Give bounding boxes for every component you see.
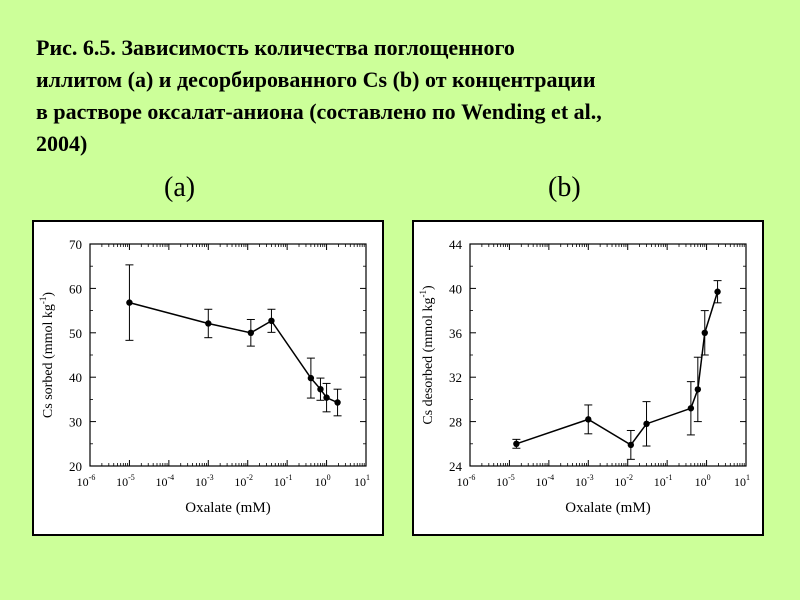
panel-label-a: (a) [164,172,196,203]
x-tick-label: 10-3 [195,473,214,489]
y-tick-label: 40 [449,281,462,296]
x-tick-label: 10-3 [575,473,594,489]
x-tick-label: 10-1 [654,473,673,489]
y-tick-label: 24 [449,459,463,474]
x-tick-label: 10-5 [116,473,135,489]
data-point [247,329,255,336]
data-point [307,374,315,382]
data-point [513,440,520,447]
x-tick-label: 10-2 [234,473,253,489]
title-line-3: в растворе оксалат-аниона (составлено по… [36,99,602,124]
data-point [317,385,324,393]
data-point [126,299,133,306]
x-tick-label: 10-4 [536,473,555,489]
chart-panel-b: 10-6 10-5 10-4 10-3 10-2 10-1 100 101 24 28 32 36 40… [412,220,764,536]
title-line-2: иллитом (a) и десорбированного Cs (b) от… [36,67,596,92]
title-line-4: 2004) [36,131,88,156]
title-line-1: Рис. 6.5. Зависимость количества поглоще… [36,35,515,60]
y-axis-label: Cs desorbed (mmol kg-1) [418,285,436,425]
x-tick-label: 101 [354,473,370,489]
panel-label-b: (b) [548,172,581,203]
chart-panel-a: 10-6 10-5 10-4 10-3 10-2 10-1 100 101 20 30 40 50 60… [32,220,384,536]
data-point [714,288,721,295]
chart-a-svg: 10-6 10-5 10-4 10-3 10-2 10-1 100 101 20 30 40 50 60… [38,237,370,516]
data-point [627,441,635,449]
plot-frame [89,243,367,467]
x-tick-label: 10-2 [614,473,633,489]
data-point [694,386,702,393]
x-tick-label: 10-6 [457,473,476,489]
x-tick-label: 10-1 [274,473,293,489]
data-point [643,420,650,428]
y-tick-label: 44 [449,237,463,252]
x-tick-label: 10-4 [156,473,175,489]
data-point [701,329,708,336]
x-tick-label: 10-6 [77,473,96,489]
data-point [205,320,212,327]
slide-title: Рис. 6.5. Зависимость количества поглоще… [36,32,756,160]
data-point [268,317,275,325]
y-tick-label: 30 [69,415,82,430]
y-tick-label: 36 [449,326,463,341]
chart-b-svg: 10-6 10-5 10-4 10-3 10-2 10-1 100 101 24 28 32 36 40… [418,237,750,516]
y-tick-label: 20 [69,459,82,474]
y-tick-label: 28 [449,415,462,430]
y-tick-label: 50 [69,326,82,341]
y-tick-label: 40 [69,370,82,385]
y-tick-label: 70 [69,237,82,252]
x-axis-label: Oxalate (mM) [185,500,270,516]
x-tick-label: 100 [315,473,331,489]
x-tick-label: 100 [695,473,711,489]
x-tick-label: 10-5 [496,473,515,489]
x-axis-label: Oxalate (mM) [565,500,650,516]
y-axis-label: Cs sorbed (mmol kg-1) [38,292,56,418]
data-point [687,405,695,412]
data-point [323,394,330,401]
y-tick-label: 60 [69,281,82,296]
series-line [129,301,338,404]
data-point [585,416,592,423]
y-tick-label: 32 [449,370,462,385]
data-point [334,399,341,406]
series-line [516,291,719,446]
x-tick-label: 101 [734,473,750,489]
